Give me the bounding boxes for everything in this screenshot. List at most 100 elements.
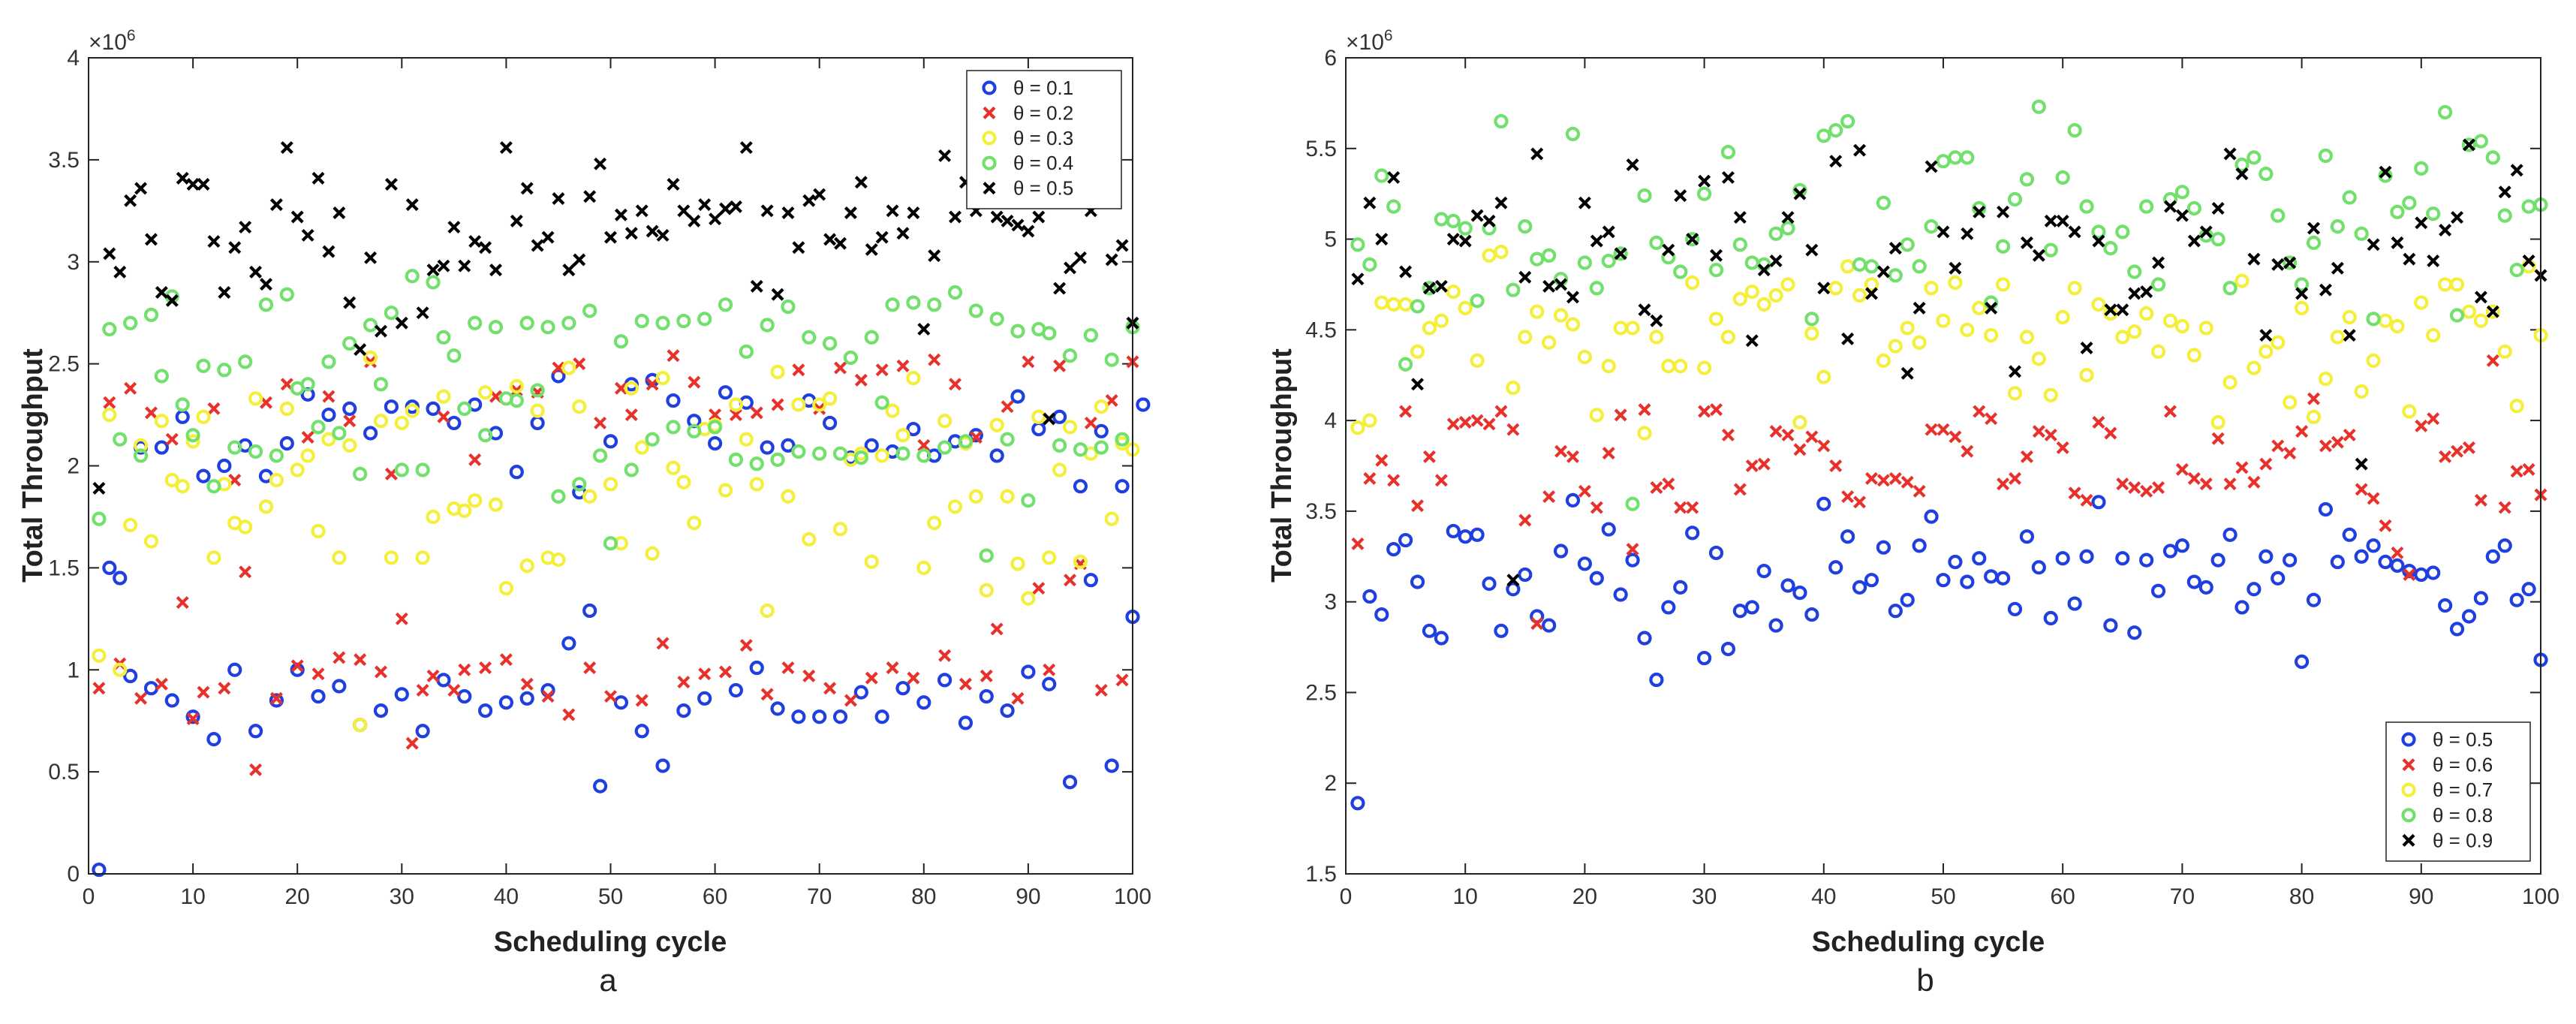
chart-a-point	[728, 397, 744, 412]
chart-a-point	[530, 383, 545, 398]
chart-b-point	[2043, 242, 2058, 258]
chart-b-point	[1351, 537, 1365, 550]
chart-b-point	[2426, 327, 2441, 343]
chart-b-point	[1793, 443, 1807, 456]
chart-b-point	[1828, 281, 1843, 296]
chart-b-y-tick-label: 5.5	[1305, 137, 1337, 161]
chart-a-point	[259, 278, 272, 291]
chart-b-point	[2067, 281, 2082, 296]
chart-b-point	[2091, 224, 2106, 239]
chart-b-point	[1888, 471, 1902, 485]
chart-a-point	[354, 343, 367, 357]
chart-b-point	[2187, 234, 2201, 248]
chart-b-point	[1960, 574, 1975, 589]
chart-a-y-tick-label: 3	[67, 250, 80, 275]
chart-b-point	[1960, 322, 1975, 337]
chart-a-point	[874, 448, 889, 463]
chart-b-point	[1985, 301, 1998, 315]
chart-b-point	[1589, 408, 1604, 423]
chart-b-point	[2104, 426, 2117, 440]
chart-b-point	[2056, 441, 2069, 454]
chart-b-point	[1960, 150, 1975, 165]
chart-b-point	[2055, 551, 2070, 566]
chart-b-point	[1458, 221, 1473, 236]
chart-a-point	[363, 350, 378, 366]
chart-b-point	[1912, 335, 1927, 350]
chart-a-point	[176, 596, 189, 610]
chart-b-point	[2390, 558, 2405, 573]
chart-b-point	[1506, 282, 1521, 297]
chart-b-point	[1949, 261, 1962, 275]
chart-a-point	[853, 450, 868, 465]
chart-a-point	[854, 373, 868, 387]
chart-b-point	[1494, 113, 1509, 129]
chart-b-point	[2080, 342, 2093, 354]
chart-a-point	[363, 426, 378, 441]
chart-a-point	[812, 397, 827, 412]
chart-a-point	[854, 176, 868, 189]
chart-b-point	[1673, 580, 1688, 595]
chart-b-point	[2295, 277, 2310, 292]
chart-b-y-tick-labels: 1.5 2 2.5 3 3.5 4 4.5 5 5.5 6	[1305, 46, 1337, 887]
chart-b-point	[2462, 138, 2475, 152]
chart-b-point	[2211, 432, 2225, 445]
chart-b-point	[1804, 607, 1819, 622]
chart-a-point	[719, 202, 732, 215]
chart-a-point	[426, 401, 441, 417]
chart-a-point	[823, 233, 837, 246]
chart-b-point	[2198, 580, 2213, 595]
chart-a-point	[928, 249, 941, 263]
chart-a-point	[927, 297, 942, 312]
chart-a-y-tick-label: 2	[67, 454, 80, 479]
chart-a-point	[206, 732, 221, 747]
chart-a-point	[113, 662, 128, 677]
chart-a-point	[749, 660, 764, 676]
chart-a-point	[907, 206, 920, 220]
chart-a-point	[333, 206, 346, 220]
chart-b-point	[1732, 291, 1747, 306]
chart-b-point	[1912, 259, 1927, 274]
chart-b-point	[1744, 600, 1759, 615]
chart-a-point	[802, 194, 816, 207]
chart-b-point	[1350, 796, 1365, 811]
chart-a-point	[958, 715, 974, 730]
chart-a-point	[823, 415, 838, 431]
chart-a-point	[364, 251, 378, 264]
chart-a-point	[864, 438, 879, 453]
chart-b-point	[1841, 332, 1855, 345]
chart-a-point	[885, 297, 900, 312]
chart-a-point	[197, 178, 210, 191]
chart-a-point	[541, 690, 555, 703]
chart-a-x-tick-label: 60	[703, 884, 727, 909]
chart-b-point	[2246, 360, 2262, 375]
chart-b-point	[1554, 278, 1568, 291]
chart-a-legend-marker	[982, 131, 997, 146]
chart-b-point	[1565, 126, 1581, 142]
chart-b-point	[2007, 191, 2023, 207]
chart-a-plot-area	[88, 57, 1133, 875]
chart-a-point	[1052, 438, 1067, 453]
chart-a-point	[624, 381, 639, 396]
chart-b-point	[2235, 167, 2249, 181]
chart-a-x-tick-label: 90	[1016, 884, 1040, 909]
chart-b-point	[1542, 335, 1557, 350]
chart-b-point	[2115, 551, 2130, 566]
chart-b-legend-marker	[2401, 732, 2416, 747]
chart-a-point	[186, 178, 200, 191]
chart-b-point	[1566, 450, 1579, 463]
chart-a-point	[614, 381, 627, 395]
chart-b-point	[1768, 618, 1783, 633]
chart-a-point	[1073, 442, 1088, 457]
chart-b-legend: θ = 0.5 θ = 0.6 θ = 0.7 θ = 0.8θ = 0.9	[2385, 721, 2531, 862]
chart-a-point	[322, 390, 336, 403]
chart-b-point	[1638, 403, 1651, 417]
chart-a-point	[928, 353, 941, 366]
chart-b-point	[1638, 303, 1651, 317]
chart-b-point	[2009, 471, 2022, 485]
chart-b-point	[2485, 304, 2500, 319]
chart-b-point	[2415, 216, 2428, 230]
chart-b-point	[2163, 405, 2177, 418]
chart-b-point	[1949, 430, 1962, 444]
chart-a-x-tick-label: 40	[494, 884, 519, 909]
chart-b-point	[2461, 137, 2477, 152]
